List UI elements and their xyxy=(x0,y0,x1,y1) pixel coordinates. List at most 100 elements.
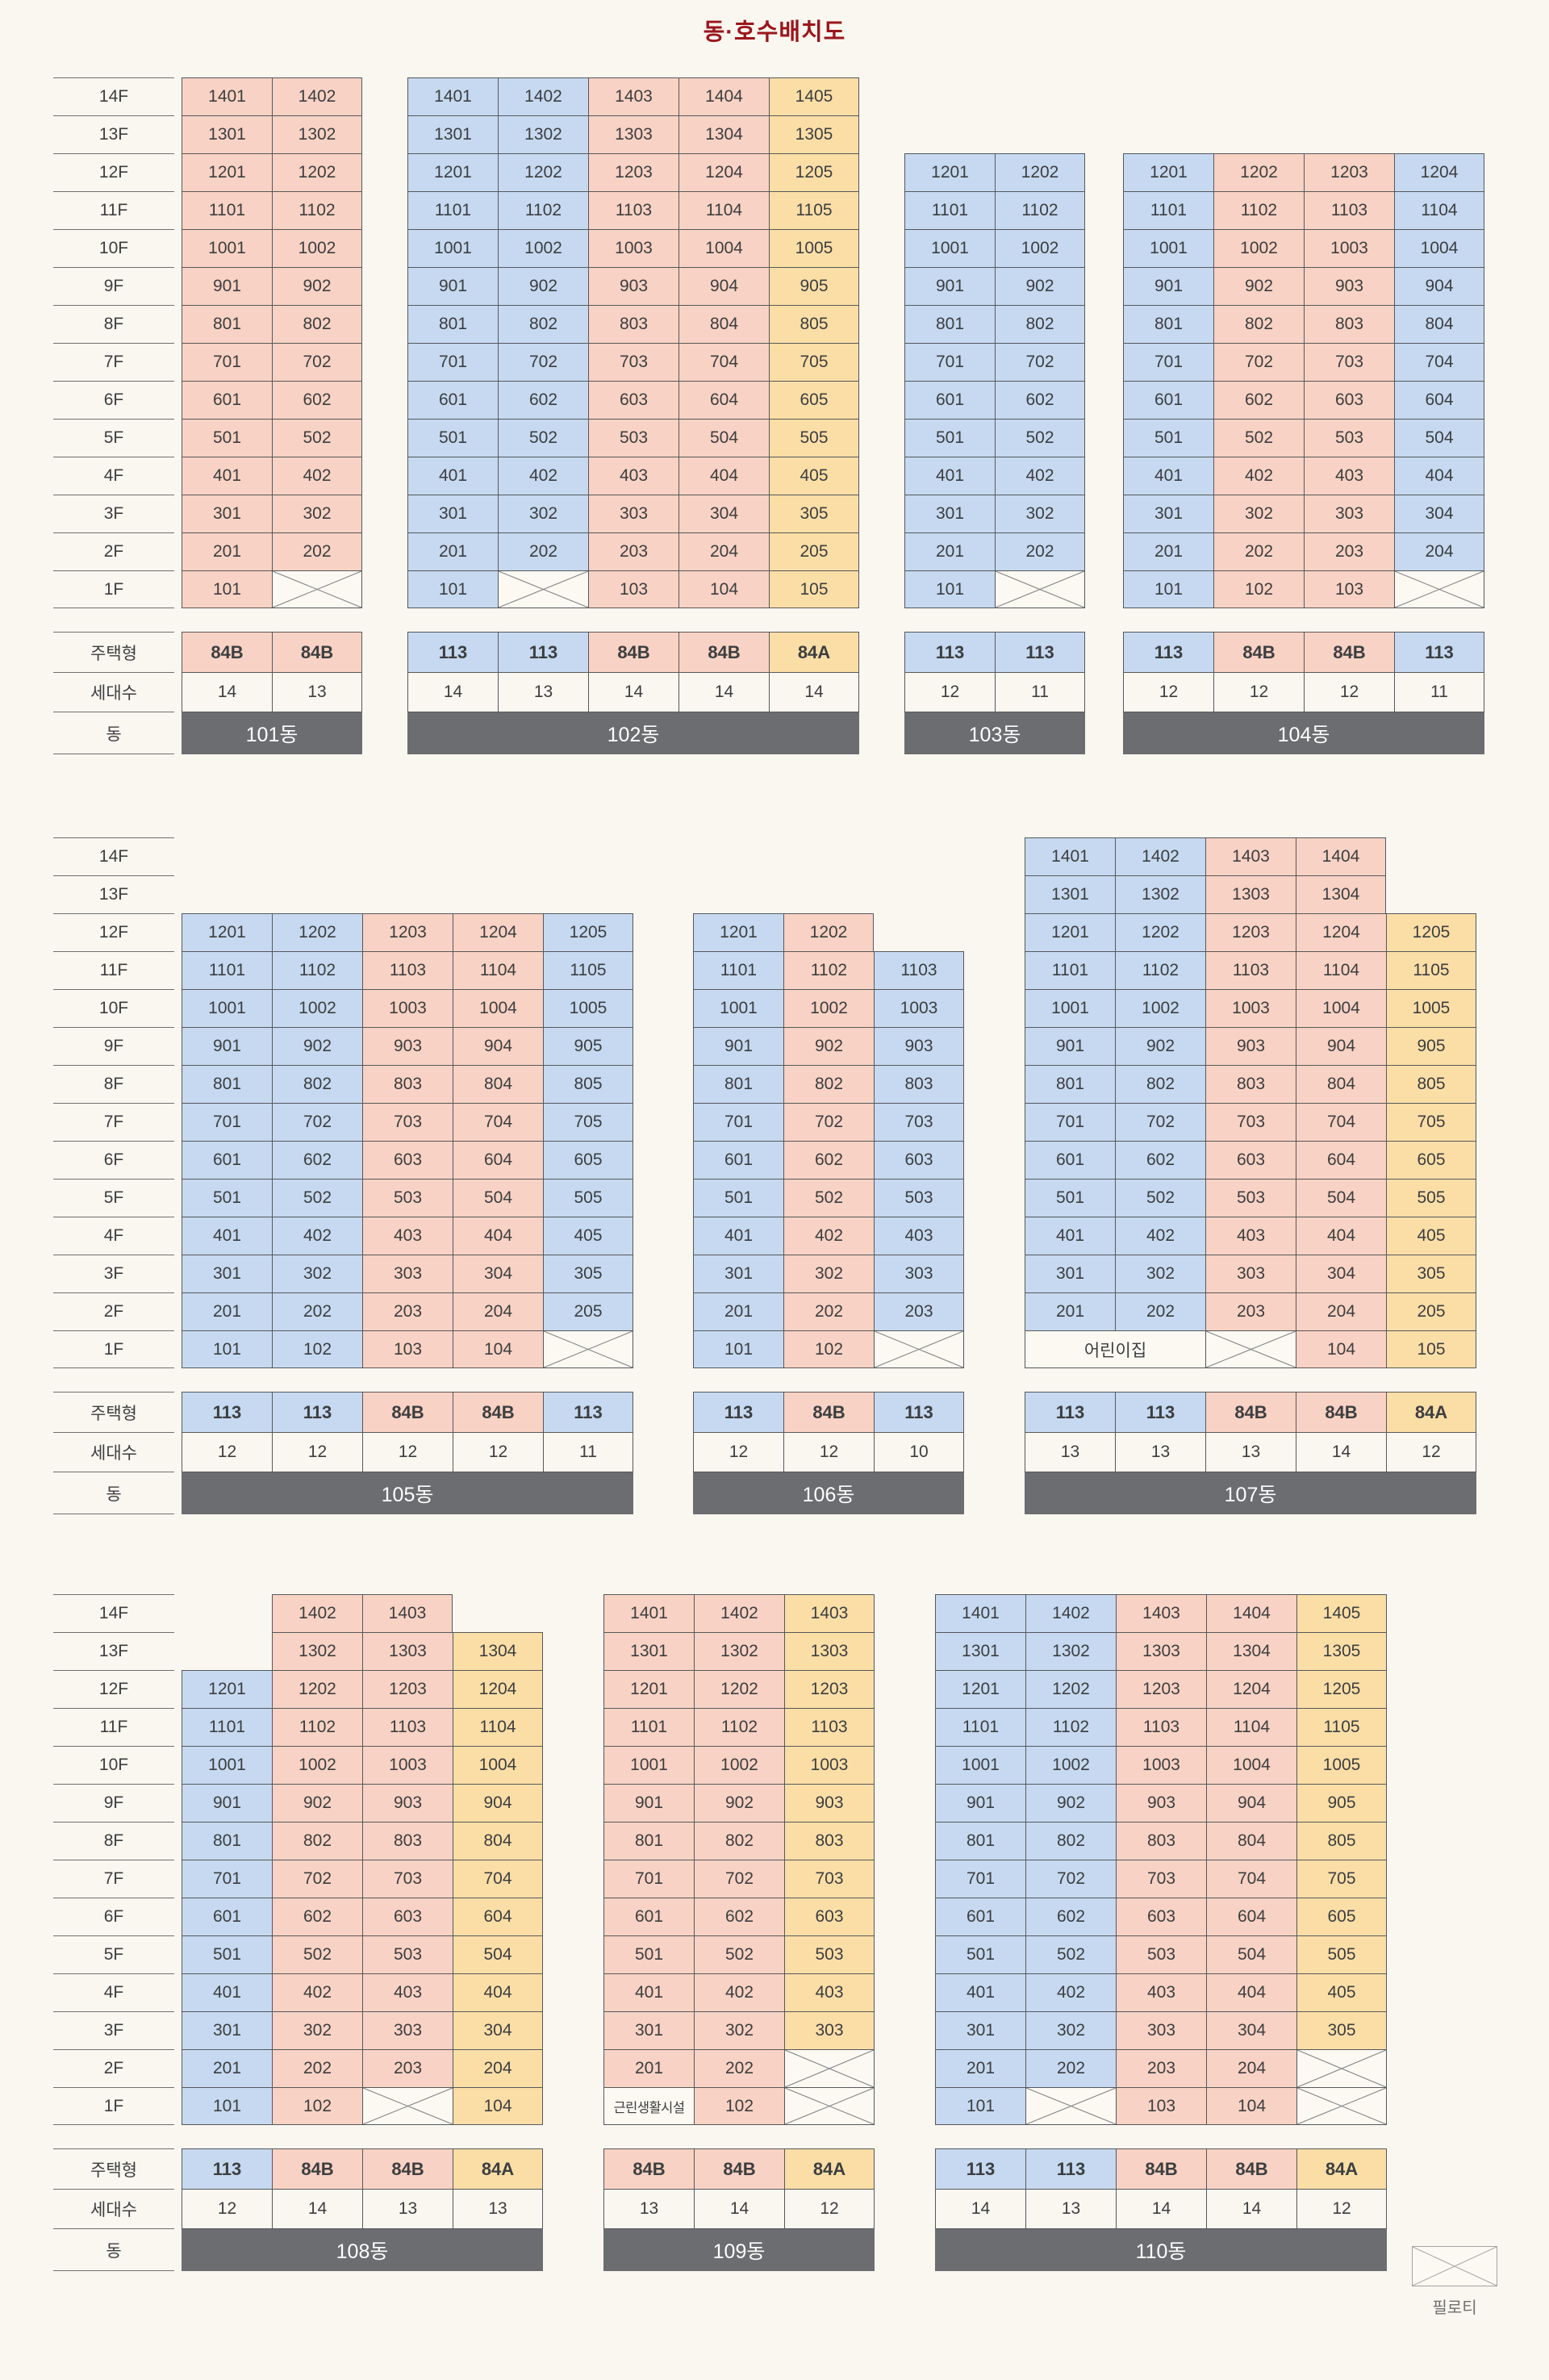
unit-cell: 602 xyxy=(272,1898,362,1935)
unit-cell: 1404 xyxy=(678,77,769,115)
unit-cell: 1301 xyxy=(407,115,498,153)
unit-cell: 1002 xyxy=(694,1746,784,1784)
unit-cell: 1103 xyxy=(588,191,678,229)
unit-cell: 1102 xyxy=(498,191,588,229)
unit-cell: 804 xyxy=(453,1065,543,1103)
unit-cell: 401 xyxy=(407,457,498,495)
unit-cell: 1105 xyxy=(543,951,633,989)
unit-cell: 302 xyxy=(1025,2011,1116,2049)
unit-cell: 1203 xyxy=(1116,1670,1206,1708)
side-label-building: 동 xyxy=(53,712,174,754)
unit-cell: 402 xyxy=(1115,1217,1205,1255)
unit-cell: 403 xyxy=(1116,1973,1206,2011)
unit-cell: 203 xyxy=(1116,2049,1206,2087)
unit-cell: 302 xyxy=(498,495,588,532)
unit-cell: 1302 xyxy=(694,1632,784,1670)
unit-grid: 1401 1301 1201 1101 1001 901 801 701 601 501 401 30… xyxy=(603,1594,875,2125)
unit-cell: 503 xyxy=(362,1179,453,1217)
crossed-out-cell xyxy=(1394,570,1484,608)
unit-cell: 301 xyxy=(693,1255,783,1292)
building-2: 1201 1101 1001 901 801 701 601 501 401 301 201 101 1… xyxy=(904,77,1085,754)
crossed-out-cell xyxy=(784,2087,875,2125)
unit-cell: 902 xyxy=(995,267,1085,305)
unit-cell: 701 xyxy=(603,1860,694,1898)
building-section-2: 14F 13F 12F 11F 10F 9F 8F 7F 6F 5F 4F 3F 2F 1F 주택형 세대수 동… xyxy=(53,837,1476,1514)
unit-cell: 905 xyxy=(769,267,859,305)
building-name-banner: 105동 xyxy=(182,1472,633,1514)
unit-type-cell: 84B xyxy=(272,2148,362,2189)
unit-cell: 104 xyxy=(678,570,769,608)
unit-type-cell: 84B xyxy=(1213,632,1304,672)
unit-cell: 1004 xyxy=(1296,989,1386,1027)
unit-cell: 701 xyxy=(935,1860,1025,1898)
unit-cell: 1101 xyxy=(603,1708,694,1746)
unit-cell: 504 xyxy=(453,1179,543,1217)
unit-cell: 1201 xyxy=(1123,153,1213,191)
unit-cell: 401 xyxy=(904,457,995,495)
unit-cell: 402 xyxy=(783,1217,874,1255)
unit-cell: 1102 xyxy=(783,951,874,989)
crossed-cell-icon xyxy=(1206,1331,1296,1367)
floor-label: 14F xyxy=(53,837,174,875)
unit-cell: 902 xyxy=(498,267,588,305)
unit-cell: 201 xyxy=(693,1292,783,1330)
unit-cell: 1402 xyxy=(272,1594,362,1632)
floor-label: 2F xyxy=(53,1292,174,1330)
floor-label: 5F xyxy=(53,1935,174,1973)
unit-cell: 1201 xyxy=(603,1670,694,1708)
unit-cell: 402 xyxy=(1025,1973,1116,2011)
unit-cell: 1102 xyxy=(1025,1708,1116,1746)
unit-type-cell: 84B xyxy=(603,2148,694,2189)
floor-label: 1F xyxy=(53,1330,174,1368)
unit-cell: 503 xyxy=(1116,1935,1206,1973)
unit-cell: 605 xyxy=(769,381,859,419)
unit-cell: 201 xyxy=(182,532,272,570)
unit-cell: 901 xyxy=(182,267,272,305)
unit-cell: 1303 xyxy=(1205,875,1296,913)
unit-cell: 401 xyxy=(603,1973,694,2011)
unit-cell: 604 xyxy=(1296,1141,1386,1179)
unit-cell: 503 xyxy=(1304,419,1394,457)
unit-cell: 703 xyxy=(1205,1103,1296,1141)
side-label-household-count: 세대수 xyxy=(53,672,174,712)
summary-grid: 113 13 113 13 84B 13 84B 14 84A 12 xyxy=(1025,1392,1476,1472)
unit-cell: 604 xyxy=(1394,381,1484,419)
floor-axis: 14F 13F 12F 11F 10F 9F 8F 7F 6F 5F 4F 3F 2F 1F 주택형 세대수 동 xyxy=(53,1594,174,2271)
unit-type-cell: 84B xyxy=(1206,2148,1296,2189)
unit-cell: 603 xyxy=(784,1898,875,1935)
household-count-cell: 14 xyxy=(407,672,498,712)
unit-cell: 102 xyxy=(694,2087,784,2125)
unit-type-cell: 113 xyxy=(1025,2148,1116,2189)
unit-cell: 601 xyxy=(1025,1141,1115,1179)
unit-cell: 501 xyxy=(693,1179,783,1217)
unit-cell: 704 xyxy=(453,1103,543,1141)
unit-cell: 1001 xyxy=(904,229,995,267)
unit-cell: 1105 xyxy=(1296,1708,1387,1746)
unit-cell: 204 xyxy=(1394,532,1484,570)
unit-type-cell: 84B xyxy=(362,2148,453,2189)
unit-type-cell: 84B xyxy=(272,632,362,672)
unit-cell: 701 xyxy=(182,1103,272,1141)
unit-cell: 101 xyxy=(935,2087,1025,2125)
unit-cell: 1402 xyxy=(498,77,588,115)
side-label-building: 동 xyxy=(53,2229,174,2271)
unit-cell: 1401 xyxy=(935,1594,1025,1632)
unit-cell: 803 xyxy=(362,1822,453,1860)
unit-cell: 803 xyxy=(1304,305,1394,343)
unit-cell: 601 xyxy=(407,381,498,419)
unit-type-cell: 113 xyxy=(904,632,995,672)
unit-cell: 604 xyxy=(1206,1898,1296,1935)
floor-axis: 14F 13F 12F 11F 10F 9F 8F 7F 6F 5F 4F 3F 2F 1F 주택형 세대수 동 xyxy=(53,77,174,754)
floor-label: 13F xyxy=(53,1632,174,1670)
crossed-cell-icon xyxy=(1297,2088,1386,2124)
crossed-out-cell xyxy=(362,2087,453,2125)
summary-grid: 113 12 113 12 84B 12 84B 12 113 11 xyxy=(182,1392,633,1472)
household-count-cell: 14 xyxy=(935,2189,1025,2229)
unit-cell: 503 xyxy=(784,1935,875,1973)
unit-cell: 701 xyxy=(407,343,498,381)
unit-cell: 901 xyxy=(935,1784,1025,1822)
unit-cell: 602 xyxy=(272,1141,362,1179)
unit-cell: 801 xyxy=(182,1065,272,1103)
floor-label: 13F xyxy=(53,875,174,913)
floor-label: 9F xyxy=(53,1027,174,1065)
